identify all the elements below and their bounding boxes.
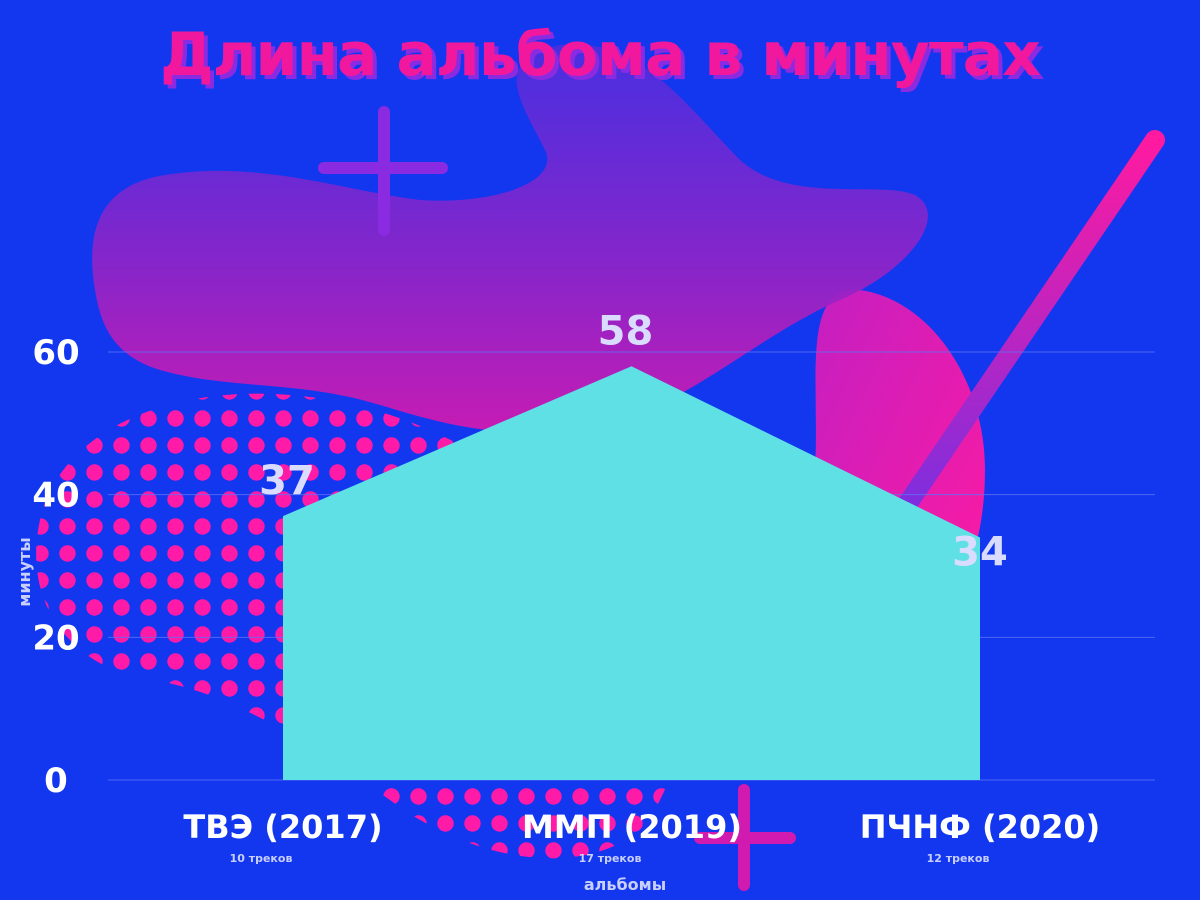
data-label: 58 <box>598 308 654 354</box>
data-labels: 37 58 34 <box>259 308 1008 575</box>
x-axis-label: альбомы <box>584 875 666 894</box>
x-tick-sublabel: 12 треков <box>927 852 990 865</box>
area-series <box>282 366 981 780</box>
chart-title-shadow: Длина альбома в минутах <box>164 24 1044 94</box>
plus-decor-top <box>318 106 448 236</box>
y-tick-label: 0 <box>44 761 68 801</box>
y-axis-label: минуты <box>15 537 34 607</box>
y-tick-label: 20 <box>32 618 79 658</box>
x-tick-label: ММП (2019) <box>522 808 742 846</box>
area-fill <box>283 366 980 780</box>
x-ticks: ТВЭ (2017) 10 треков ММП (2019) 17 треков ПЧ… <box>183 808 1100 865</box>
diagonal-stick <box>890 130 1165 525</box>
data-label: 37 <box>259 458 315 504</box>
y-tick-label: 40 <box>32 476 79 516</box>
x-tick-sublabel: 10 треков <box>230 852 293 865</box>
chart-title: Длина альбома в минутах <box>160 20 1040 90</box>
x-tick-label: ТВЭ (2017) <box>183 808 382 846</box>
y-ticks: 0 20 40 60 <box>32 333 79 801</box>
purple-blob <box>92 44 928 433</box>
y-tick-label: 60 <box>32 333 79 373</box>
x-tick-sublabel: 17 треков <box>579 852 642 865</box>
x-tick-label: ПЧНФ (2020) <box>860 808 1101 846</box>
plus-decor-bottom <box>694 784 796 891</box>
data-label: 34 <box>952 529 1008 575</box>
